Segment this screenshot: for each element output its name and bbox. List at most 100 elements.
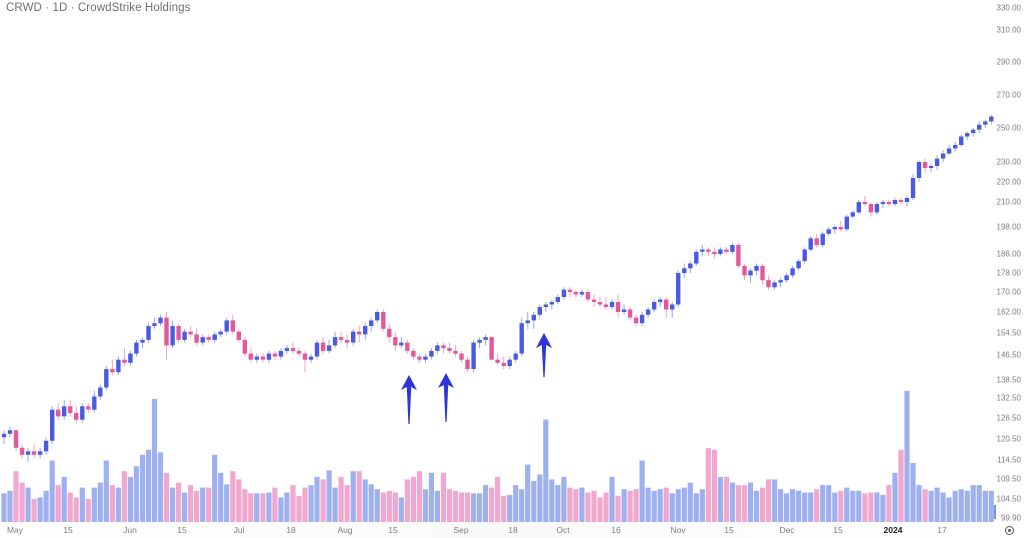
volume-bar	[759, 487, 766, 522]
volume-bar	[826, 485, 832, 522]
candle	[98, 384, 103, 400]
candle	[808, 236, 813, 252]
volume-bars	[1, 390, 1024, 522]
price-axis-label: 162.00	[996, 307, 1021, 317]
volume-bar	[296, 495, 302, 522]
volume-bar	[91, 487, 97, 522]
volume-bar	[248, 493, 254, 522]
candle	[519, 317, 524, 357]
volume-bar	[483, 485, 489, 522]
candle	[224, 317, 229, 335]
volume-bar	[886, 485, 892, 522]
candle	[946, 145, 952, 156]
volume-bar	[675, 489, 681, 522]
time-axis-label: Jul	[233, 525, 245, 535]
candle	[489, 337, 494, 360]
volume-bar	[109, 485, 115, 522]
price-chart-plot[interactable]	[0, 0, 1024, 522]
price-axis-label: 198.00	[996, 222, 1021, 232]
candle	[561, 287, 567, 300]
price-axis-label: 146.50	[996, 350, 1021, 360]
volume-bar	[374, 489, 380, 522]
volume-bar	[13, 471, 19, 522]
candle	[218, 328, 223, 338]
time-axis[interactable]: May 15 Jun 15 Jul 18 Aug 15 Sep 18 Oct 16 Nov 15 Dec 15…	[0, 522, 994, 538]
candle	[736, 242, 741, 269]
time-axis-label: 17	[937, 525, 947, 535]
volume-bar	[874, 492, 880, 522]
time-axis-label: 18	[286, 525, 296, 535]
volume-bar	[356, 471, 362, 522]
volume-bar	[645, 487, 651, 522]
candle	[194, 328, 199, 346]
volume-bar	[663, 487, 669, 522]
volume-bar	[567, 487, 573, 522]
candle	[50, 406, 55, 445]
candle	[230, 314, 235, 335]
volume-bar	[693, 493, 699, 522]
volume-bar	[200, 487, 206, 522]
candle	[19, 444, 25, 459]
volume-bar	[386, 490, 392, 522]
candle	[465, 356, 470, 373]
candlestick-chart[interactable]	[0, 0, 1024, 522]
volume-bar	[820, 485, 826, 522]
volume-bar	[332, 487, 338, 522]
volume-bar	[946, 497, 952, 522]
price-axis-label: 99.90	[1000, 513, 1021, 523]
volume-bar	[964, 490, 970, 522]
volume-bar	[922, 489, 928, 522]
volume-bar	[621, 489, 627, 522]
candle	[122, 348, 127, 366]
volume-bar	[236, 479, 242, 522]
price-axis-label: 230.00	[996, 157, 1021, 167]
candle	[363, 323, 368, 340]
candle	[928, 164, 934, 172]
candle	[242, 337, 247, 357]
candle	[543, 302, 548, 312]
time-axis-label: May	[6, 525, 24, 535]
price-axis-label: 310.00	[996, 25, 1021, 35]
volume-bar	[284, 492, 290, 522]
volume-bar	[573, 489, 579, 522]
volume-bar	[170, 487, 176, 522]
volume-bar	[127, 476, 133, 522]
candle	[182, 328, 187, 343]
candle	[658, 297, 663, 307]
candle	[188, 326, 193, 338]
volume-bar	[338, 476, 344, 522]
price-axis[interactable]: 330.00 310.00 290.00 270.00 250.00 230.00 220.…	[994, 0, 1024, 538]
candle	[134, 339, 139, 357]
candle	[441, 342, 446, 354]
candle	[922, 158, 928, 172]
volume-bar	[741, 485, 748, 522]
candle	[778, 277, 783, 288]
volume-bar	[404, 479, 410, 522]
settings-gear-icon[interactable]	[1005, 526, 1014, 535]
candle	[892, 198, 898, 207]
volume-bar	[362, 479, 368, 522]
candle	[874, 202, 880, 215]
candle	[393, 331, 398, 351]
volume-bar	[850, 490, 856, 522]
volume-bar	[43, 490, 49, 522]
volume-bar	[513, 485, 519, 522]
volume-bar	[260, 493, 266, 522]
volume-bar	[1, 493, 7, 522]
candle	[826, 227, 831, 236]
candle	[802, 247, 807, 264]
candle	[603, 297, 609, 310]
volume-bar	[61, 476, 67, 522]
candle	[694, 249, 699, 266]
candle	[742, 263, 747, 281]
candle	[80, 403, 85, 424]
volume-bar	[31, 499, 37, 522]
candle	[212, 331, 217, 343]
volume-bar	[242, 489, 248, 522]
volume-bar	[489, 487, 495, 522]
candle	[278, 348, 284, 360]
volume-bar	[856, 490, 862, 522]
candle	[621, 304, 627, 315]
volume-bar	[67, 492, 73, 522]
candle	[200, 334, 205, 346]
